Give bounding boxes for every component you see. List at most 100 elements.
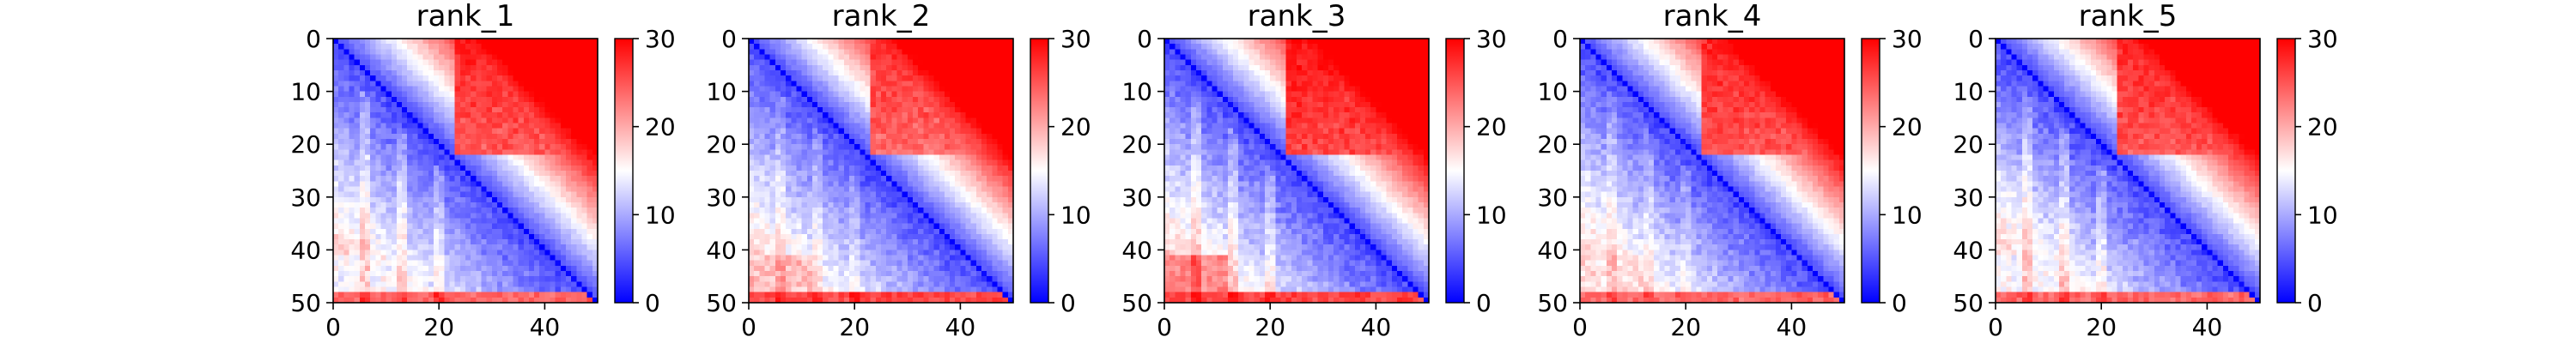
heatmap-cell xyxy=(997,255,1004,262)
heatmap-cell xyxy=(544,223,551,230)
heatmap-cell xyxy=(354,149,361,156)
heatmap-cell xyxy=(965,154,972,161)
heatmap-cell xyxy=(560,149,567,156)
heatmap-cell xyxy=(428,59,434,66)
heatmap-cell xyxy=(439,228,445,235)
heatmap-cell xyxy=(881,255,887,262)
heatmap-cell xyxy=(513,101,519,108)
heatmap-cell xyxy=(923,186,930,193)
heatmap-cell xyxy=(507,260,514,267)
heatmap-cell xyxy=(386,228,392,235)
heatmap-cell xyxy=(518,223,525,230)
heatmap-cell xyxy=(1002,271,1009,277)
heatmap-cell xyxy=(823,149,829,156)
heatmap-cell xyxy=(775,149,781,156)
heatmap-cell xyxy=(581,128,588,135)
heatmap-cell xyxy=(338,91,344,98)
heatmap-cell xyxy=(571,260,577,267)
heatmap-cell xyxy=(349,81,355,87)
heatmap-cell xyxy=(364,123,371,129)
heatmap-cell xyxy=(586,91,593,98)
heatmap-cell xyxy=(539,208,545,214)
heatmap-cell xyxy=(539,260,545,267)
heatmap-cell xyxy=(581,276,588,282)
heatmap-cell xyxy=(349,59,355,66)
heatmap-cell xyxy=(434,91,440,98)
heatmap-cell xyxy=(518,81,525,87)
heatmap-cell xyxy=(576,281,583,288)
heatmap-cell xyxy=(965,196,972,203)
heatmap-cell xyxy=(806,218,813,225)
heatmap-cell xyxy=(407,233,413,240)
heatmap-cell xyxy=(902,176,908,182)
heatmap-cell xyxy=(449,139,456,145)
heatmap-cell xyxy=(449,239,456,245)
heatmap-cell xyxy=(786,255,792,262)
heatmap-cell xyxy=(444,159,451,166)
heatmap-cell xyxy=(992,255,999,262)
heatmap-cell xyxy=(1007,223,1014,230)
heatmap-cell xyxy=(764,154,771,161)
heatmap-cell xyxy=(422,96,429,103)
heatmap-cell xyxy=(838,255,845,262)
heatmap-cell xyxy=(523,91,530,98)
heatmap-cell xyxy=(806,202,813,208)
heatmap-cell xyxy=(881,144,887,150)
heatmap-cell xyxy=(944,81,951,87)
heatmap-cell xyxy=(502,171,508,177)
heatmap-cell xyxy=(380,244,387,250)
heatmap-cell xyxy=(539,181,545,188)
heatmap-cell xyxy=(764,144,771,150)
heatmap-cell xyxy=(992,271,999,277)
heatmap-cell xyxy=(486,202,493,208)
heatmap-cell xyxy=(780,250,787,256)
heatmap-cell xyxy=(759,276,766,282)
heatmap-cell xyxy=(550,255,556,262)
heatmap-cell xyxy=(380,208,387,214)
heatmap-cell xyxy=(881,149,887,156)
heatmap-cell xyxy=(417,49,424,56)
heatmap-cell xyxy=(534,186,540,193)
heatmap-cell xyxy=(912,176,919,182)
heatmap-cell xyxy=(586,49,593,56)
heatmap-cell xyxy=(592,250,598,256)
heatmap-cell xyxy=(465,91,471,98)
heatmap-cell xyxy=(523,233,530,240)
heatmap-cell xyxy=(918,213,924,220)
heatmap-cell xyxy=(902,271,908,277)
heatmap-cell xyxy=(975,165,982,172)
heatmap-cell xyxy=(950,159,956,166)
heatmap-cell xyxy=(987,144,993,150)
heatmap-cell xyxy=(550,223,556,230)
heatmap-cell xyxy=(491,81,498,87)
heatmap-cell xyxy=(828,286,835,293)
heatmap-cell xyxy=(539,139,545,145)
heatmap-cell xyxy=(534,271,540,277)
heatmap-cell xyxy=(417,133,424,140)
heatmap-cell xyxy=(891,292,898,298)
heatmap-cell xyxy=(870,49,877,56)
heatmap-cell xyxy=(970,123,977,129)
heatmap-cell xyxy=(571,44,577,50)
heatmap-cell xyxy=(902,202,908,208)
heatmap-cell xyxy=(449,281,456,288)
heatmap-cell xyxy=(338,276,344,282)
heatmap-cell xyxy=(981,286,987,293)
heatmap-cell xyxy=(422,292,429,298)
heatmap-cell xyxy=(354,154,361,161)
heatmap-cell xyxy=(987,250,993,256)
heatmap-cell xyxy=(459,49,466,56)
heatmap-cell xyxy=(333,276,339,282)
heatmap-cell xyxy=(759,265,766,272)
heatmap-cell xyxy=(865,228,872,235)
heatmap-cell xyxy=(854,107,860,113)
heatmap-cell xyxy=(454,59,461,66)
heatmap-cell xyxy=(928,96,935,103)
heatmap-cell xyxy=(396,218,403,225)
heatmap-cell xyxy=(539,39,545,45)
heatmap-cell xyxy=(891,144,898,150)
heatmap-cell xyxy=(1007,228,1014,235)
heatmap-cell xyxy=(950,213,956,220)
heatmap-cell xyxy=(481,64,488,71)
heatmap-cell xyxy=(481,69,488,76)
